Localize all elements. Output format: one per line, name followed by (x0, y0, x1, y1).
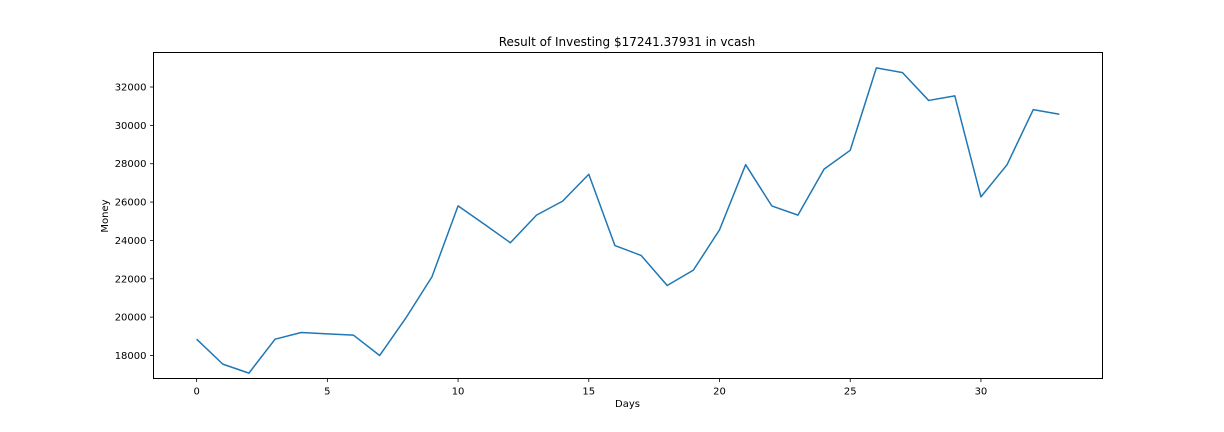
x-tick-label: 25 (844, 387, 857, 398)
x-tick-label: 10 (452, 387, 465, 398)
x-axis-label: Days (615, 399, 640, 410)
x-tick-label: 30 (975, 387, 988, 398)
series-line (196, 67, 1060, 374)
x-axis: 0 5 10 15 20 25 30 (193, 378, 988, 398)
y-tick-label: 18000 (115, 351, 147, 362)
y-tick-label: 24000 (115, 236, 147, 247)
y-axis-label: Money (100, 199, 111, 232)
y-tick-label: 26000 (115, 198, 147, 209)
x-tick-label: 0 (193, 387, 199, 398)
y-tick-label: 28000 (115, 159, 147, 170)
y-tick-label: 32000 (115, 83, 147, 94)
y-tick-label: 30000 (115, 121, 147, 132)
y-tick-label: 22000 (115, 274, 147, 285)
chart-title: Result of Investing $17241.37931 in vcas… (499, 35, 756, 49)
plot-area (196, 67, 1060, 374)
x-tick-label: 5 (324, 387, 330, 398)
x-tick-label: 15 (582, 387, 595, 398)
y-axis: 18000 20000 22000 24000 26000 28000 30000 32000 (115, 83, 154, 362)
x-tick-label: 20 (713, 387, 726, 398)
y-tick-label: 20000 (115, 313, 147, 324)
plot-frame (153, 52, 1103, 379)
